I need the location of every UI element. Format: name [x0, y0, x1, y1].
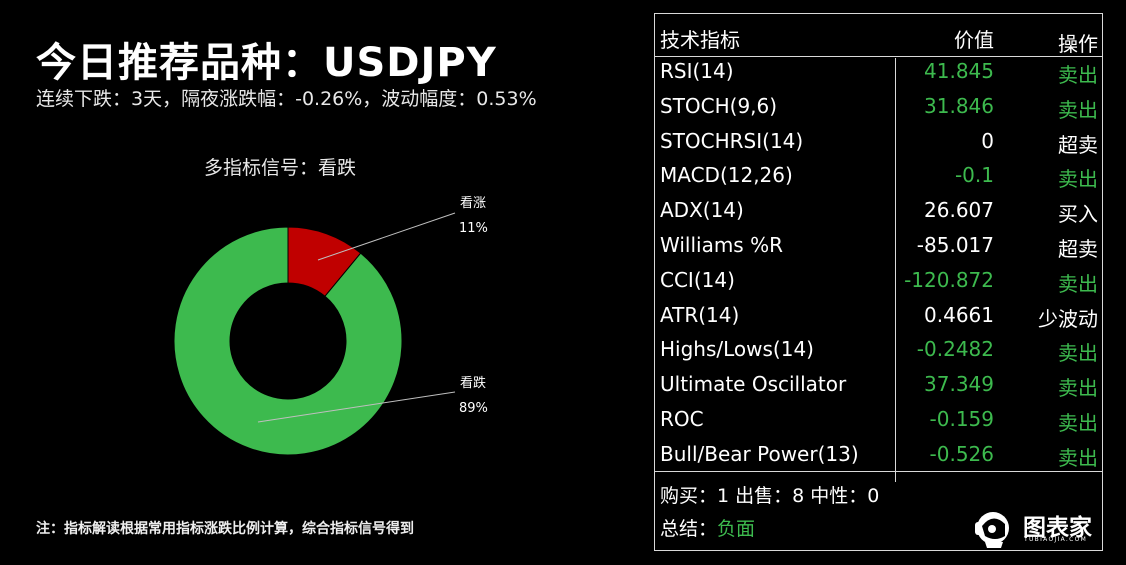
- indicator-value: 0: [981, 128, 994, 153]
- slice-percent: 89%: [459, 401, 488, 416]
- indicator-value: 37.349: [924, 372, 994, 397]
- table-row: RSI(14) 41.845 卖出: [655, 59, 1102, 94]
- indicator-value: -85.017: [916, 233, 994, 257]
- indicator-value: 26.607: [924, 198, 994, 223]
- indicator-name: Bull/Bear Power(13): [660, 441, 859, 466]
- table-row: Ultimate Oscillator 37.349 卖出: [655, 372, 1102, 407]
- indicator-action: 卖出: [1058, 341, 1098, 366]
- table-row: Williams %R -85.017 超卖: [655, 233, 1102, 268]
- indicator-value: -120.872: [904, 267, 994, 292]
- page-title: 今日推荐品种：USDJPY: [36, 40, 497, 86]
- indicator-action: 卖出: [1058, 445, 1098, 470]
- indicator-value: 0.4661: [924, 302, 994, 327]
- indicator-value: 31.846: [924, 93, 994, 118]
- header-value: 价值: [954, 28, 994, 52]
- indicator-action: 卖出: [1058, 376, 1098, 401]
- indicator-action: 超卖: [1058, 237, 1098, 261]
- indicator-value: -0.526: [929, 441, 994, 466]
- indicator-name: ATR(14): [660, 302, 740, 327]
- indicator-value: 41.845: [924, 59, 994, 83]
- indicator-name: STOCHRSI(14): [660, 128, 804, 153]
- slice-percent: 11%: [459, 221, 488, 236]
- logo-subtext: TUBIAOJIA.COM: [1024, 536, 1088, 543]
- column-divider: [895, 58, 896, 482]
- leader-line: [257, 391, 456, 423]
- table-row: ROC -0.159 卖出: [655, 407, 1102, 442]
- indicator-action: 卖出: [1058, 97, 1098, 122]
- slice-label: 看涨: [460, 195, 486, 211]
- header-action: 操作: [1058, 32, 1098, 56]
- table-row: ATR(14) 0.4661 少波动: [655, 303, 1102, 338]
- summary-divider: [655, 471, 1102, 472]
- indicator-action: 买入: [1058, 202, 1098, 227]
- table-row: ADX(14) 26.607 买入: [655, 198, 1102, 233]
- indicator-name: ROC: [660, 407, 704, 431]
- table-row: Bull/Bear Power(13) -0.526 卖出: [655, 442, 1102, 477]
- header-indicator: 技术指标: [660, 28, 740, 52]
- indicator-name: MACD(12,26): [660, 163, 793, 188]
- header-divider: [655, 56, 1102, 57]
- indicator-name: ADX(14): [660, 198, 744, 223]
- indicator-value: -0.159: [929, 407, 994, 431]
- summary-label: 总结：: [660, 518, 718, 540]
- indicator-value: -0.2482: [916, 337, 994, 362]
- table-row: CCI(14) -120.872 卖出: [655, 268, 1102, 303]
- indicator-name: STOCH(9,6): [660, 93, 778, 118]
- signal-counts: 购买：1 出售：8 中性：0: [660, 485, 880, 507]
- slice-label: 看跌: [460, 375, 486, 391]
- brand-logo: 图表家 TUBIAOJIA.COM: [971, 506, 1099, 548]
- indicator-action: 卖出: [1058, 63, 1098, 87]
- indicator-action: 少波动: [1038, 306, 1098, 331]
- chart-title: 多指标信号：看跌: [204, 157, 357, 179]
- indicator-name: RSI(14): [660, 59, 734, 83]
- indicator-name: Highs/Lows(14): [660, 337, 814, 362]
- logo-text: 图表家: [1023, 515, 1092, 541]
- indicator-action: 超卖: [1058, 132, 1098, 157]
- table-row: STOCHRSI(14) 0 超卖: [655, 129, 1102, 164]
- table-row: STOCH(9,6) 31.846 卖出: [655, 94, 1102, 129]
- indicator-name: Ultimate Oscillator: [660, 372, 847, 397]
- indicator-action: 卖出: [1058, 271, 1098, 296]
- donut-chart: 看涨 11% 看跌 89%: [173, 195, 488, 456]
- table-row: Highs/Lows(14) -0.2482 卖出: [655, 337, 1102, 372]
- indicator-action: 卖出: [1058, 167, 1098, 192]
- indicator-table: 技术指标 价值 操作 RSI(14) 41.845 卖出 STOCH(9,6) 31.8…: [654, 13, 1103, 551]
- table-row: MACD(12,26) -0.1 卖出: [655, 163, 1102, 198]
- indicator-value: -0.1: [954, 163, 994, 188]
- robot-head-icon: [975, 512, 1009, 548]
- indicator-name: Williams %R: [660, 233, 783, 257]
- indicator-name: CCI(14): [660, 267, 735, 292]
- page-subtitle: 连续下跌：3天，隔夜涨跌幅：-0.26%，波动幅度：0.53%: [36, 88, 537, 110]
- footnote: 注：指标解读根据常用指标涨跌比例计算，综合指标信号得到: [36, 521, 414, 537]
- leader-line: [317, 212, 456, 261]
- indicator-action: 卖出: [1058, 411, 1098, 435]
- slice-bearish: [173, 226, 403, 456]
- summary-line: 总结：负面: [660, 514, 755, 541]
- summary-value: 负面: [717, 518, 756, 540]
